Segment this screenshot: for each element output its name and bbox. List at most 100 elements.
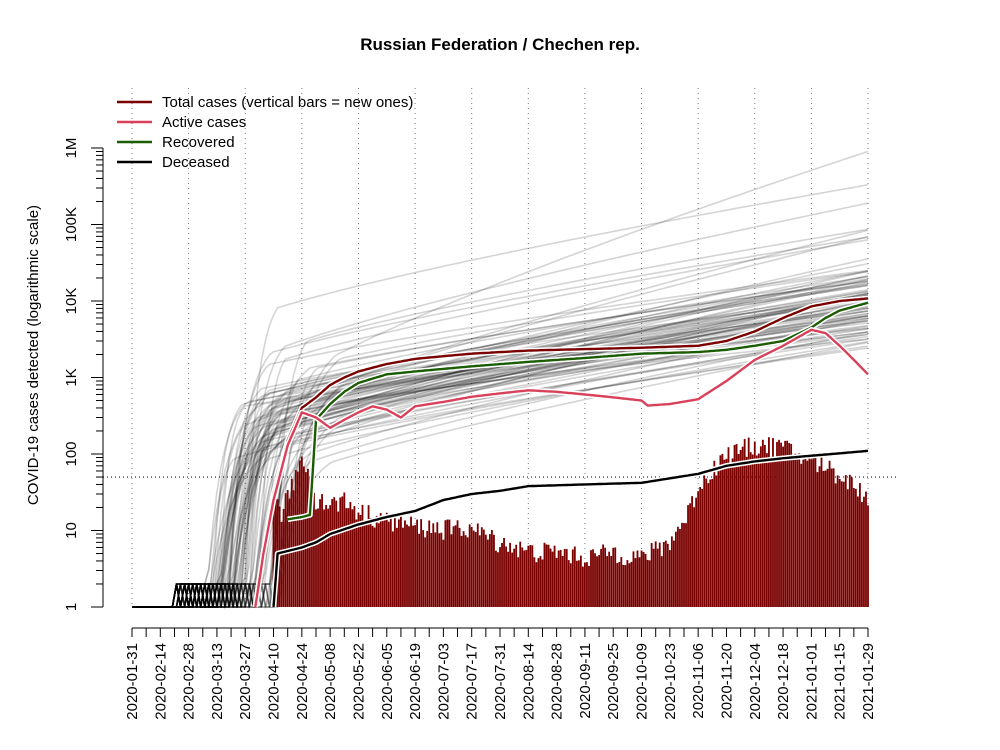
new-cases-bar bbox=[400, 516, 402, 607]
new-cases-bar bbox=[422, 530, 425, 607]
new-cases-bar bbox=[404, 520, 406, 607]
new-cases-bar bbox=[770, 457, 772, 607]
new-cases-bar bbox=[274, 494, 277, 607]
x-tick-label: 2020-03-13 bbox=[209, 643, 226, 720]
series-line-3 bbox=[272, 449, 869, 608]
new-cases-bar bbox=[693, 507, 696, 607]
background-series-line bbox=[132, 293, 869, 608]
new-cases-bar bbox=[557, 550, 560, 607]
new-cases-bar bbox=[604, 547, 607, 607]
new-cases-bar bbox=[454, 525, 457, 607]
background-series-line bbox=[132, 184, 869, 608]
new-cases-bar bbox=[804, 458, 807, 607]
background-series-line bbox=[132, 279, 869, 608]
new-cases-bar bbox=[335, 500, 338, 607]
new-cases-bar bbox=[865, 491, 867, 607]
new-cases-bar bbox=[719, 455, 722, 607]
new-cases-bar bbox=[796, 456, 799, 607]
new-cases-bars bbox=[272, 437, 869, 607]
new-cases-bar bbox=[863, 496, 865, 607]
new-cases-bar bbox=[505, 546, 507, 607]
new-cases-bar bbox=[387, 521, 390, 607]
new-cases-bar bbox=[493, 534, 495, 607]
new-cases-bar bbox=[836, 475, 839, 607]
new-cases-bar bbox=[848, 474, 851, 607]
new-cases-bar bbox=[321, 494, 323, 607]
new-cases-bar bbox=[765, 453, 768, 607]
new-cases-bar bbox=[577, 560, 580, 607]
y-axis-label: COVID-19 cases detected (logarithmic sca… bbox=[25, 205, 42, 505]
background-series-line bbox=[132, 236, 869, 611]
new-cases-bar bbox=[699, 486, 702, 607]
x-tick-label: 2020-09-25 bbox=[605, 643, 622, 720]
new-cases-bar bbox=[584, 562, 586, 607]
new-cases-bar bbox=[677, 526, 679, 607]
new-cases-bar bbox=[670, 536, 673, 607]
new-cases-bar bbox=[408, 526, 410, 607]
new-cases-bar bbox=[339, 497, 342, 607]
background-series-line bbox=[132, 280, 869, 608]
background-series-line bbox=[132, 333, 869, 608]
new-cases-bar bbox=[430, 533, 433, 607]
new-cases-bar bbox=[713, 460, 716, 607]
new-cases-bar bbox=[729, 464, 732, 607]
new-cases-bar bbox=[586, 562, 588, 607]
new-cases-bar bbox=[484, 534, 487, 607]
new-cases-bar bbox=[428, 520, 431, 607]
new-cases-bar bbox=[820, 456, 823, 607]
new-cases-bar bbox=[361, 504, 364, 607]
new-cases-bar bbox=[812, 458, 815, 607]
new-cases-bar bbox=[458, 527, 461, 607]
new-cases-bar bbox=[503, 537, 505, 607]
new-cases-bar bbox=[448, 519, 451, 607]
new-cases-bar bbox=[638, 557, 641, 607]
new-cases-bar bbox=[721, 453, 724, 607]
new-cases-bar bbox=[412, 525, 414, 607]
new-cases-bar bbox=[790, 443, 793, 607]
new-cases-bar bbox=[547, 544, 550, 607]
background-series-line bbox=[132, 270, 869, 608]
new-cases-bar bbox=[792, 454, 795, 607]
new-cases-bar bbox=[701, 488, 704, 607]
new-cases-bar bbox=[798, 453, 801, 607]
new-cases-bar bbox=[539, 556, 542, 607]
new-cases-bar bbox=[751, 454, 754, 607]
new-cases-bar bbox=[349, 501, 352, 607]
background-series-line bbox=[132, 338, 869, 608]
new-cases-bar bbox=[624, 565, 627, 607]
new-cases-bar bbox=[460, 535, 463, 607]
legend-item: Total cases (vertical bars = new ones) bbox=[117, 94, 413, 111]
new-cases-bar bbox=[517, 557, 520, 607]
new-cases-bar bbox=[590, 550, 592, 607]
new-cases-bar bbox=[470, 527, 473, 607]
new-cases-bar bbox=[664, 540, 667, 607]
new-cases-bar bbox=[377, 523, 380, 607]
new-cases-bar bbox=[723, 459, 726, 607]
new-cases-bar bbox=[850, 477, 853, 607]
background-series-line bbox=[132, 257, 869, 608]
x-tick-label: 2020-02-28 bbox=[181, 643, 198, 720]
new-cases-bar bbox=[436, 522, 439, 607]
new-cases-bar bbox=[856, 496, 859, 607]
new-cases-bar bbox=[444, 520, 447, 607]
new-cases-bar bbox=[365, 521, 368, 607]
new-cases-bar bbox=[331, 499, 334, 607]
new-cases-bar bbox=[341, 496, 344, 607]
background-series-line bbox=[132, 270, 869, 608]
new-cases-bar bbox=[632, 551, 635, 607]
new-cases-bar bbox=[697, 491, 700, 607]
background-series-line bbox=[132, 317, 869, 608]
x-tick-label: 2020-11-20 bbox=[719, 643, 736, 719]
new-cases-bar bbox=[759, 446, 762, 607]
legend-label: Recovered bbox=[162, 134, 235, 151]
new-cases-bar bbox=[761, 439, 764, 607]
new-cases-bar bbox=[610, 556, 613, 607]
new-cases-bar bbox=[600, 548, 603, 607]
new-cases-bar bbox=[636, 550, 639, 607]
background-series-line bbox=[132, 269, 869, 608]
new-cases-bar bbox=[571, 549, 574, 607]
y-tick-label: 100K bbox=[63, 207, 80, 242]
new-cases-bar bbox=[300, 456, 303, 607]
new-cases-bar bbox=[711, 478, 714, 607]
new-cases-bar bbox=[478, 535, 481, 607]
